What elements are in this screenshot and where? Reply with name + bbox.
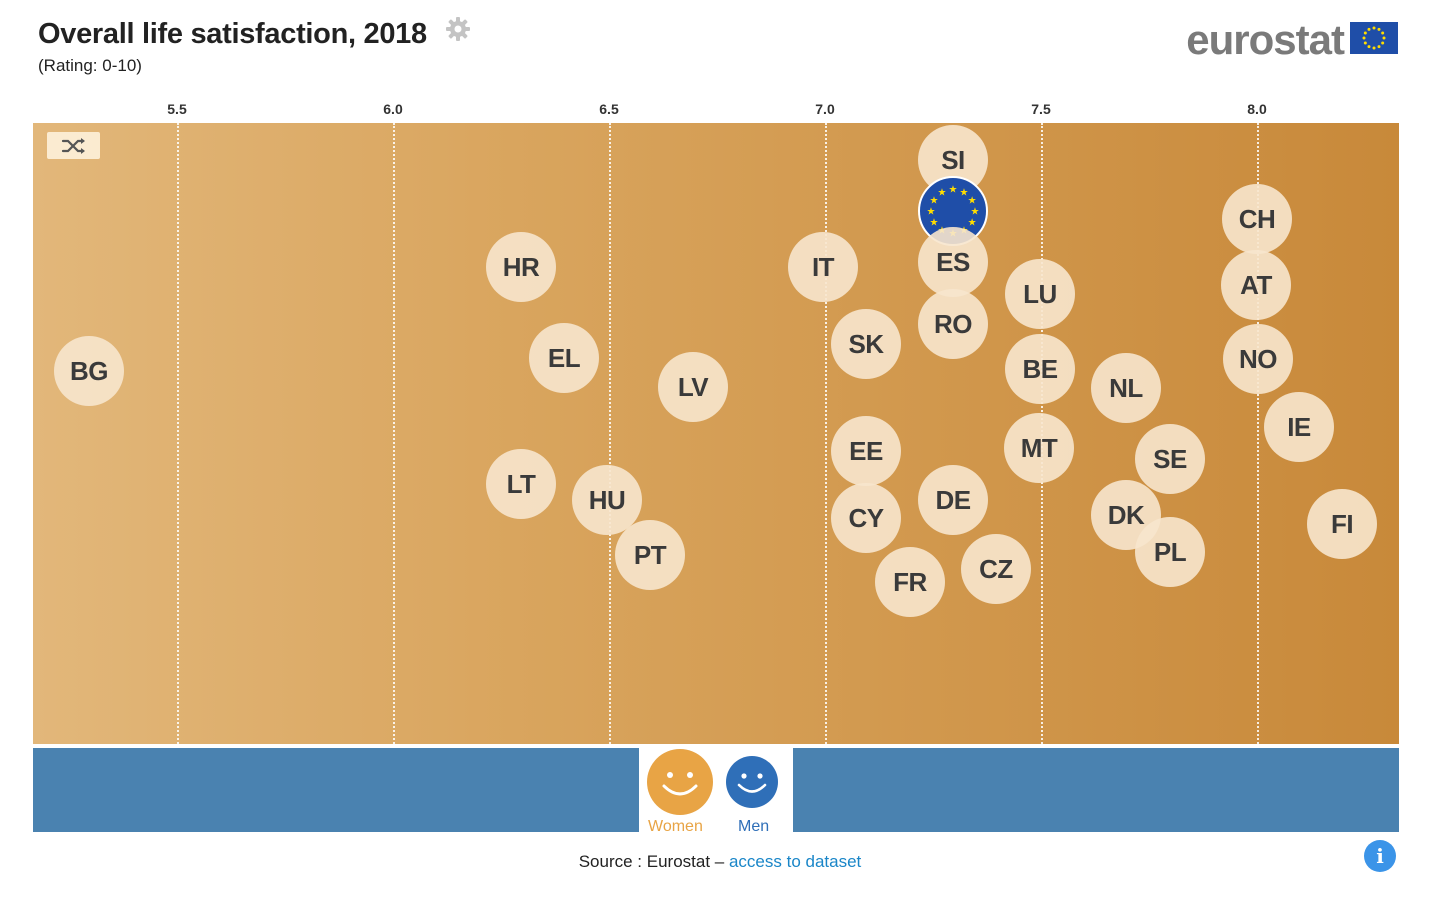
women-label[interactable]: Women <box>648 818 703 835</box>
men-smiley-icon <box>726 756 778 808</box>
point-ee[interactable]: EE <box>831 416 901 486</box>
point-be[interactable]: BE <box>1005 334 1075 404</box>
point-nl[interactable]: NL <box>1091 353 1161 423</box>
info-icon[interactable]: i <box>1364 840 1396 872</box>
point-ch[interactable]: CH <box>1222 184 1292 254</box>
x-tick-label: 5.5 <box>167 101 187 117</box>
gear-icon[interactable] <box>445 16 471 50</box>
point-cy[interactable]: CY <box>831 483 901 553</box>
point-no[interactable]: NO <box>1223 324 1293 394</box>
point-dk[interactable]: DK <box>1091 480 1161 550</box>
svg-text:★: ★ <box>938 187 947 198</box>
chart-title-text: Overall life satisfaction, 2018 <box>38 18 427 50</box>
point-at[interactable]: AT <box>1221 250 1291 320</box>
gridline <box>393 123 395 744</box>
eu-flag-icon <box>1350 21 1398 59</box>
point-it[interactable]: IT <box>788 232 858 302</box>
x-tick-label: 7.5 <box>1031 101 1051 117</box>
chart-title: Overall life satisfaction, 2018 <box>38 16 471 51</box>
women-smiley-icon <box>647 749 713 815</box>
women-toggle[interactable] <box>646 748 714 821</box>
gridline <box>1257 123 1259 744</box>
svg-text:★: ★ <box>968 196 977 207</box>
source-prefix: Source : Eurostat – <box>578 852 729 871</box>
source-line: Source : Eurostat – access to dataset <box>0 852 1440 872</box>
point-lv[interactable]: LV <box>658 352 728 422</box>
shuffle-icon <box>61 137 85 154</box>
svg-text:★: ★ <box>960 187 969 198</box>
svg-text:★: ★ <box>927 207 936 218</box>
logo-text: eurostat <box>1186 16 1345 63</box>
point-pt[interactable]: PT <box>615 520 685 590</box>
gridline <box>825 123 827 744</box>
point-bg[interactable]: BG <box>54 336 124 406</box>
svg-text:★: ★ <box>971 207 980 218</box>
gridline <box>609 123 611 744</box>
point-mt[interactable]: MT <box>1004 413 1074 483</box>
point-cz[interactable]: CZ <box>961 534 1031 604</box>
x-tick-label: 7.0 <box>815 101 835 117</box>
point-fi[interactable]: FI <box>1307 489 1377 559</box>
point-fr[interactable]: FR <box>875 547 945 617</box>
svg-text:★: ★ <box>929 218 938 229</box>
point-hr[interactable]: HR <box>486 232 556 302</box>
gender-toggle: Women Men <box>639 748 793 836</box>
point-el[interactable]: EL <box>529 323 599 393</box>
eurostat-logo[interactable]: eurostat <box>1186 16 1398 64</box>
x-tick-label: 8.0 <box>1247 101 1267 117</box>
point-sk[interactable]: SK <box>831 309 901 379</box>
men-label[interactable]: Men <box>738 818 770 835</box>
point-pl[interactable]: PL <box>1135 517 1205 587</box>
chart-subtitle: (Rating: 0-10) <box>38 56 142 75</box>
point-lu[interactable]: LU <box>1005 259 1075 329</box>
plot-area: BGHRELLTHUPTLVITSKEECYFRSI★★★★★★★★★★★★ES… <box>33 123 1399 744</box>
gridline <box>177 123 179 744</box>
shuffle-button[interactable] <box>47 132 100 159</box>
point-es[interactable]: ES <box>918 227 988 297</box>
point-ie[interactable]: IE <box>1264 392 1334 462</box>
x-tick-label: 6.5 <box>599 101 619 117</box>
point-lt[interactable]: LT <box>486 449 556 519</box>
point-ro[interactable]: RO <box>918 289 988 359</box>
svg-text:★: ★ <box>968 218 977 229</box>
dataset-link[interactable]: access to dataset <box>728 852 862 871</box>
x-tick-label: 6.0 <box>383 101 403 117</box>
point-hu[interactable]: HU <box>572 465 642 535</box>
point-se[interactable]: SE <box>1135 424 1205 494</box>
svg-text:★: ★ <box>949 185 958 196</box>
men-toggle[interactable] <box>725 755 779 814</box>
svg-text:★: ★ <box>929 196 938 207</box>
point-de[interactable]: DE <box>918 465 988 535</box>
